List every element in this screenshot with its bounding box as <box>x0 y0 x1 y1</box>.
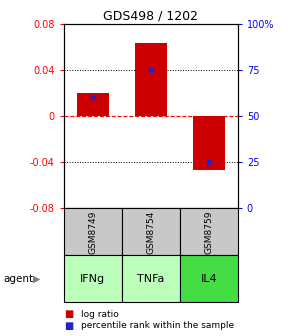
Text: GSM8749: GSM8749 <box>88 210 97 254</box>
Text: ▶: ▶ <box>33 274 41 284</box>
Text: agent: agent <box>3 274 33 284</box>
Bar <box>122 255 180 302</box>
Text: ■: ■ <box>64 321 73 331</box>
Bar <box>122 208 180 255</box>
Bar <box>193 116 225 170</box>
Bar <box>180 255 238 302</box>
Bar <box>64 255 122 302</box>
Text: IL4: IL4 <box>200 274 217 284</box>
Bar <box>77 93 109 116</box>
Title: GDS498 / 1202: GDS498 / 1202 <box>103 9 198 23</box>
Text: TNFa: TNFa <box>137 274 164 284</box>
Text: ■: ■ <box>64 309 73 319</box>
Text: GSM8754: GSM8754 <box>146 210 155 254</box>
Text: GSM8759: GSM8759 <box>204 210 213 254</box>
Bar <box>64 208 122 255</box>
Bar <box>135 43 167 116</box>
Bar <box>180 208 238 255</box>
Text: IFNg: IFNg <box>80 274 105 284</box>
Text: log ratio: log ratio <box>81 310 119 319</box>
Text: percentile rank within the sample: percentile rank within the sample <box>81 322 234 330</box>
